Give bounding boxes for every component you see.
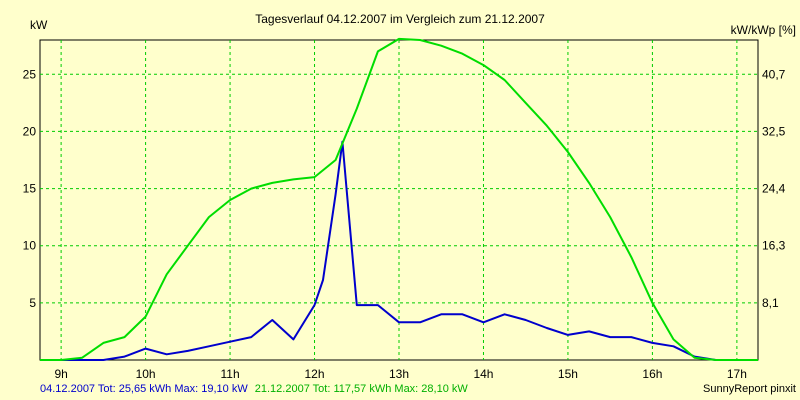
credit-text: SunnyReport pinxit (703, 383, 796, 395)
y-axis-right-ticks: 8,1 16,3 24,4 32,5 40,7 (762, 67, 786, 310)
x-tick-label: 12h (305, 367, 325, 381)
y-axis-right-unit: kW/kWp [%] (731, 23, 796, 37)
x-tick-label: 15h (558, 367, 578, 381)
y2-tick-label: 40,7 (762, 67, 786, 81)
y-tick-label: 15 (23, 182, 37, 196)
series-line-2 (40, 37, 758, 361)
y-axis-left-unit: kW (30, 18, 48, 32)
x-tick-label: 16h (642, 367, 662, 381)
x-tick-label: 13h (389, 367, 409, 381)
x-axis-ticks: 9h 10h 11h 12h 13h 14h 15h 16h 17h (54, 367, 746, 381)
x-tick-label: 11h (220, 367, 239, 381)
y-tick-label: 5 (29, 296, 36, 310)
legend-series-1: 04.12.2007 Tot: 25,65 kWh Max: 19,10 kW (40, 383, 248, 395)
y2-tick-label: 32,5 (762, 124, 786, 138)
y2-tick-label: 8,1 (762, 296, 779, 310)
series-line-1 (40, 140, 758, 361)
y2-tick-label: 24,4 (762, 182, 786, 196)
legend-series-2: 21.12.2007 Tot: 117,57 kWh Max: 28,10 kW (255, 383, 469, 395)
x-tick-label: 14h (473, 367, 493, 381)
y-tick-label: 10 (23, 239, 37, 253)
x-tick-label: 10h (136, 367, 156, 381)
series-lines (40, 37, 758, 361)
y-tick-label: 25 (23, 67, 37, 81)
footer-legend: 04.12.2007 Tot: 25,65 kWh Max: 19,10 kW … (40, 383, 468, 395)
y2-tick-label: 16,3 (762, 239, 786, 253)
x-tick-label: 17h (727, 367, 747, 381)
chart-title: Tagesverlauf 04.12.2007 im Vergleich zum… (255, 12, 545, 26)
x-tick-label: 9h (54, 367, 67, 381)
y-axis-left-ticks: 5 10 15 20 25 (23, 67, 37, 310)
y-tick-label: 20 (23, 124, 37, 138)
